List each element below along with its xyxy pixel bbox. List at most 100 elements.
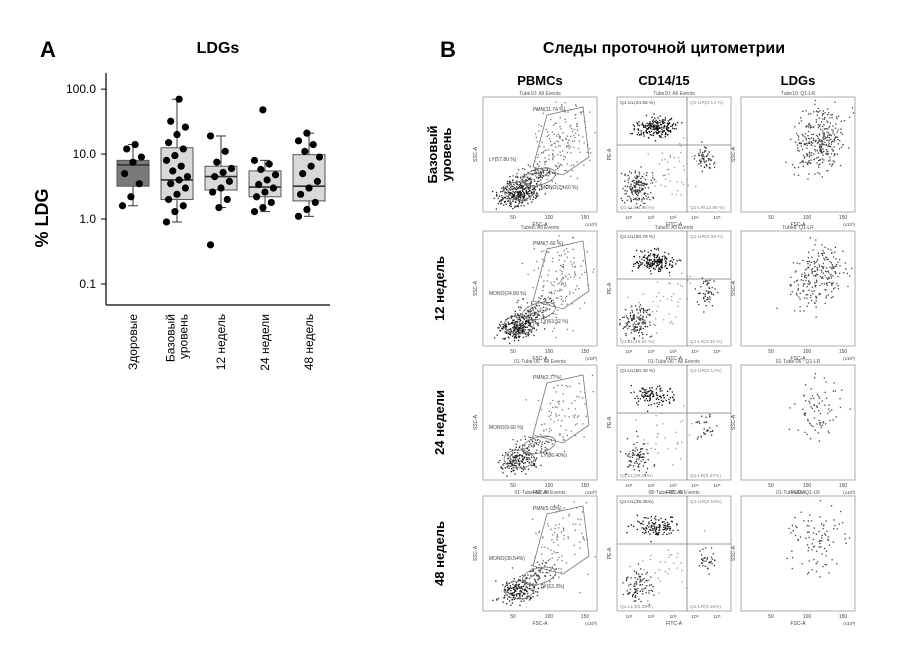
event-dot — [514, 198, 516, 200]
event-dot — [634, 186, 636, 188]
event-dot — [664, 135, 666, 138]
event-dot — [832, 160, 834, 162]
event-dot — [825, 153, 827, 155]
event-dot — [637, 323, 640, 325]
event-dot — [626, 190, 628, 192]
event-dot — [532, 308, 534, 310]
event-dot — [576, 123, 578, 125]
event-dot — [518, 463, 520, 466]
event-dot — [521, 329, 524, 331]
event-dot — [569, 291, 571, 293]
event-dot — [656, 259, 658, 261]
event-dot — [578, 140, 581, 142]
event-dot — [809, 514, 811, 516]
event-dot — [620, 172, 623, 175]
event-dot — [705, 290, 708, 292]
event-dot — [536, 594, 539, 597]
plot-title: Tube8: All Events — [521, 225, 560, 231]
event-dot — [528, 449, 530, 451]
event-dot — [818, 397, 821, 399]
event-dot — [815, 562, 817, 565]
event-dot — [536, 314, 538, 317]
event-dot — [652, 128, 655, 130]
event-dot — [639, 584, 641, 586]
event-dot — [516, 301, 518, 304]
event-dot — [630, 185, 632, 187]
event-dot — [650, 259, 652, 261]
event-dot — [671, 257, 673, 259]
event-dot — [651, 116, 653, 118]
event-dot — [545, 572, 547, 574]
event-dot — [515, 176, 517, 178]
event-dot — [569, 126, 571, 128]
event-dot — [837, 288, 840, 290]
event-dot — [666, 267, 668, 270]
event-dot — [554, 406, 556, 408]
event-dot — [814, 302, 816, 304]
event-dot — [819, 542, 821, 545]
quadrant-label: Q1-LL(62.35 %) — [620, 205, 655, 211]
event-dot — [560, 255, 562, 257]
event-dot — [659, 121, 661, 124]
event-dot — [672, 529, 674, 532]
event-dot — [643, 202, 645, 204]
event-dot — [524, 333, 527, 335]
event-dot — [703, 311, 705, 313]
event-dot — [828, 134, 831, 137]
event-dot — [796, 144, 799, 146]
event-dot — [509, 460, 511, 462]
event-dot — [527, 178, 529, 180]
event-dot — [667, 390, 669, 393]
event-dot — [792, 530, 794, 532]
event-dot — [524, 589, 526, 592]
gate-label: PMN(5.03%) — [533, 506, 562, 512]
event-dot — [548, 410, 550, 412]
event-dot — [667, 124, 669, 126]
event-dot — [641, 175, 643, 178]
event-dot — [820, 141, 822, 143]
event-dot — [823, 252, 825, 254]
event-dot — [561, 555, 563, 557]
event-dot — [643, 182, 645, 184]
event-dot — [532, 568, 534, 570]
event-dot — [666, 128, 668, 130]
event-dot — [824, 138, 826, 140]
event-dot — [636, 592, 638, 594]
event-dot — [511, 330, 513, 332]
event-dot — [634, 198, 636, 200]
event-dot — [633, 316, 635, 318]
event-dot — [634, 328, 636, 330]
event-dot — [642, 387, 644, 389]
event-dot — [501, 197, 503, 199]
event-dot — [635, 184, 637, 186]
event-dot — [663, 394, 665, 396]
event-dot — [568, 513, 571, 515]
event-dot — [688, 434, 691, 436]
event-dot — [677, 283, 679, 285]
y-axis-label: SSC-A — [473, 414, 479, 430]
event-dot — [637, 563, 640, 565]
event-dot — [527, 315, 529, 317]
event-dot — [700, 165, 702, 167]
event-dot — [574, 434, 577, 437]
event-dot — [637, 267, 639, 269]
event-dot — [537, 578, 539, 580]
event-dot — [518, 465, 520, 467]
event-dot — [526, 309, 529, 312]
event-dot — [565, 169, 567, 172]
event-dot — [665, 399, 667, 402]
event-dot — [495, 195, 498, 197]
event-dot — [583, 436, 585, 438]
data-point — [265, 160, 273, 168]
event-dot — [522, 459, 524, 461]
event-dot — [542, 571, 544, 574]
event-dot — [825, 423, 827, 425]
event-dot — [671, 521, 673, 523]
event-dot — [579, 541, 581, 543]
event-dot — [807, 257, 809, 259]
event-dot — [645, 184, 648, 186]
event-dot — [519, 317, 521, 319]
data-point — [294, 212, 303, 220]
event-dot — [704, 433, 706, 435]
event-dot — [517, 458, 519, 461]
